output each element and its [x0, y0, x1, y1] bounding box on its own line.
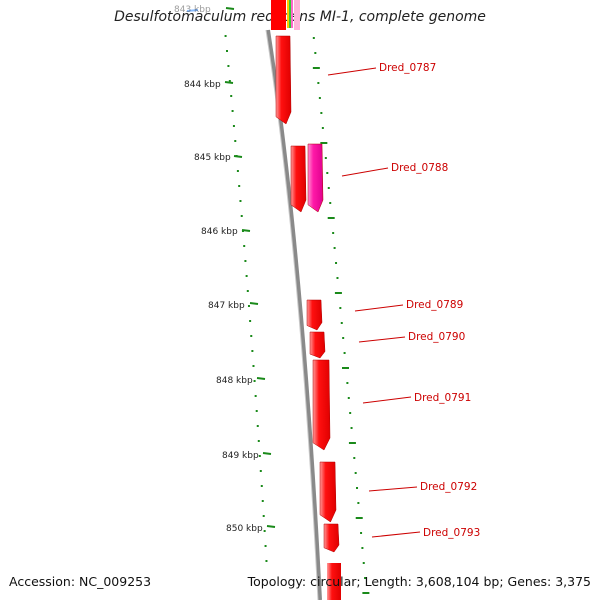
ruler-label: 848 kbp	[216, 376, 253, 386]
ruler-tick	[249, 302, 259, 305]
gene-arrow	[306, 299, 323, 331]
accession-text: Accession: NC_009253	[9, 574, 152, 589]
ruler-label: 850 kbp	[226, 524, 263, 534]
gene-label[interactable]: Dred_0790	[408, 331, 465, 343]
ruler-mark: 844 kbp	[184, 80, 234, 90]
gene-leader-line	[358, 336, 406, 343]
ruler-mark: 847 kbp	[208, 301, 259, 311]
gene-label-group[interactable]: Dred_0787	[327, 62, 436, 76]
ruler-mark: 850 kbp	[226, 524, 276, 534]
gene-label-group[interactable]: Dred_0790	[358, 331, 465, 343]
gene-label[interactable]: Dred_0791	[414, 392, 471, 404]
ruler-label: 849 kbp	[222, 451, 259, 461]
genome-backbone-highlight	[265, 29, 319, 600]
ruler-tick	[225, 7, 235, 10]
ruler-label: 845 kbp	[194, 153, 231, 163]
gene-leader-line	[327, 67, 377, 76]
gene-arrow	[275, 35, 292, 125]
gene-arrow	[312, 359, 331, 451]
top-feature-strips	[186, 0, 300, 30]
gene-arrow	[319, 461, 337, 523]
ruler-label: 844 kbp	[184, 80, 221, 90]
ruler-mark: 843 kbp	[174, 5, 235, 15]
gene-arrow	[290, 145, 307, 213]
ruler-mark: 848 kbp	[216, 376, 266, 386]
ruler-tick	[256, 377, 266, 380]
gene-leader-line	[368, 486, 418, 492]
gene-arrow	[309, 331, 326, 359]
ruler-tick	[224, 81, 234, 84]
gene-label-group[interactable]: Dred_0788	[341, 162, 448, 177]
ruler-label: 847 kbp	[208, 301, 245, 311]
genome-summary-text: Topology: circular; Length: 3,608,104 bp…	[247, 574, 591, 589]
ruler-label: 843 kbp	[174, 5, 211, 15]
ruler-tick	[262, 452, 272, 455]
gene-label[interactable]: Dred_0788	[391, 162, 448, 174]
gene-label-group[interactable]: Dred_0792	[368, 481, 477, 493]
gene-leader-line	[341, 167, 389, 177]
gene-arrow	[323, 523, 340, 553]
gene-arrow-alt	[307, 143, 324, 213]
ruler-label: 846 kbp	[201, 227, 238, 237]
ruler-mark: 849 kbp	[222, 451, 272, 461]
gene-label[interactable]: Dred_0787	[379, 62, 436, 74]
gene-label[interactable]: Dred_0793	[423, 527, 480, 539]
gene-label[interactable]: Dred_0792	[420, 481, 477, 493]
gene-label-group[interactable]: Dred_0789	[354, 299, 463, 312]
ruler-mark: 845 kbp	[194, 153, 243, 163]
gene-label-group[interactable]: Dred_0791	[362, 392, 471, 404]
gene-label-group[interactable]: Dred_0793	[371, 527, 480, 539]
gene-label[interactable]: Dred_0789	[406, 299, 463, 311]
ruler-tick	[233, 155, 243, 158]
gene-arrow	[327, 563, 341, 600]
ruler-tick	[266, 525, 276, 528]
gene-leader-line	[354, 304, 404, 312]
gene-leader-line	[362, 396, 412, 404]
gene-leader-line	[371, 531, 421, 538]
